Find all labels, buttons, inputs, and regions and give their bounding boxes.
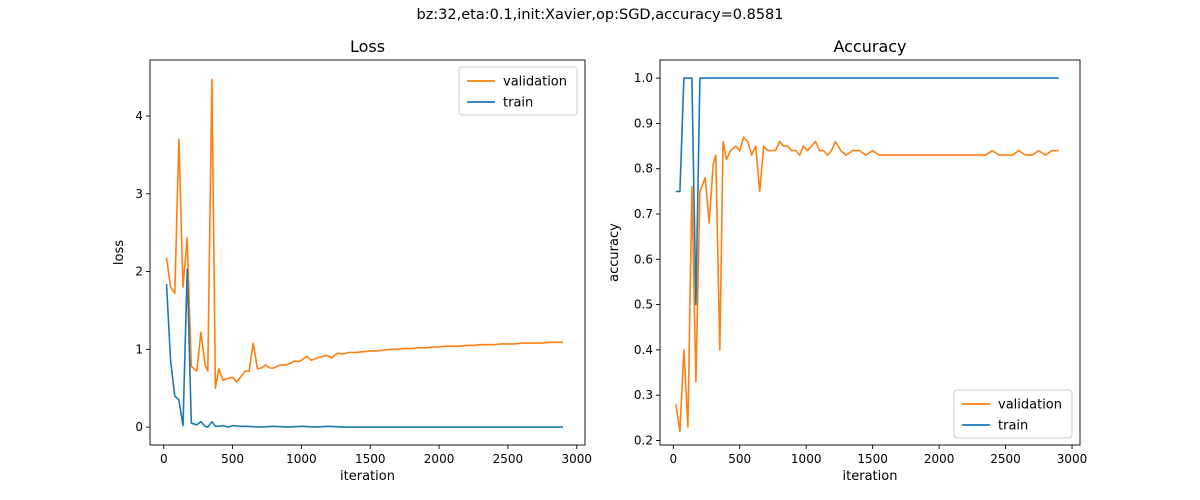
accuracy-ytick-label: 0.5: [634, 298, 653, 312]
accuracy-axes-frame: [659, 59, 1081, 446]
loss-ytick-label: 2: [135, 265, 143, 279]
loss-xtick-label: 0: [160, 452, 168, 466]
accuracy-ylabel: accuracy: [607, 223, 622, 282]
loss-xtick-label: 500: [221, 452, 244, 466]
loss-legend: validation train: [458, 66, 578, 116]
accuracy-xlabel: iteration: [843, 469, 898, 484]
loss-xtick-label: 1500: [355, 452, 386, 466]
accuracy-ytick-label: 0.8: [634, 162, 653, 176]
loss-series-validation: [165, 78, 563, 390]
loss-ytick-label: 4: [135, 109, 143, 123]
figure-suptitle: bz:32,eta:0.1,init:Xavier,op:SGD,accurac…: [416, 7, 784, 23]
accuracy-xtick-label: 1500: [857, 452, 888, 466]
loss-xtick-label: 2500: [493, 452, 524, 466]
loss-ytick-label: 1: [135, 342, 143, 356]
accuracy-ytick-label: 0.4: [634, 343, 653, 357]
accuracy-series-validation: [675, 136, 1059, 433]
accuracy-ytick-label: 0.7: [634, 207, 653, 221]
accuracy-xtick-label: 1000: [791, 452, 822, 466]
accuracy-ytick-label: 1.0: [634, 71, 653, 85]
loss-legend-label-train: train: [503, 96, 533, 111]
accuracy-ytick-label: 0.3: [634, 388, 653, 402]
accuracy-xtick-label: 0: [669, 452, 677, 466]
loss-legend-box: [458, 66, 578, 116]
loss-xtick-label: 1000: [286, 452, 317, 466]
loss-chart: Loss 0 500 1000 1500 2000 2500 3000 0 1 2 3 4 iterati…: [112, 37, 592, 484]
loss-title: Loss: [350, 37, 385, 56]
accuracy-legend: validation train: [953, 389, 1073, 439]
loss-legend-label-validation: validation: [503, 75, 567, 90]
loss-ylabel: loss: [112, 240, 127, 265]
loss-ytick-label: 0: [135, 420, 143, 434]
loss-xlabel: iteration: [340, 469, 395, 484]
accuracy-ytick-label: 0.9: [634, 116, 653, 130]
accuracy-ytick-label: 0.6: [634, 252, 653, 266]
accuracy-xtick-label: 2000: [924, 452, 955, 466]
loss-series-train: [165, 268, 563, 428]
accuracy-series-train: [675, 77, 1059, 306]
accuracy-xtick-label: 3000: [1057, 452, 1088, 466]
loss-axes-frame: [149, 59, 586, 446]
loss-ytick-label: 3: [135, 187, 143, 201]
accuracy-title: Accuracy: [833, 37, 906, 56]
accuracy-xtick-label: 500: [728, 452, 751, 466]
loss-xtick-label: 2000: [424, 452, 455, 466]
accuracy-ytick-label: 0.2: [634, 433, 653, 447]
accuracy-legend-label-train: train: [998, 419, 1028, 434]
accuracy-xtick-label: 2500: [990, 452, 1021, 466]
accuracy-chart: Accuracy 0 500 1000 1500 2000 2500 3000 0.2 0.3 0.…: [607, 37, 1087, 484]
accuracy-legend-box: [953, 389, 1073, 439]
accuracy-legend-label-validation: validation: [998, 398, 1062, 413]
loss-xtick-label: 3000: [561, 452, 592, 466]
